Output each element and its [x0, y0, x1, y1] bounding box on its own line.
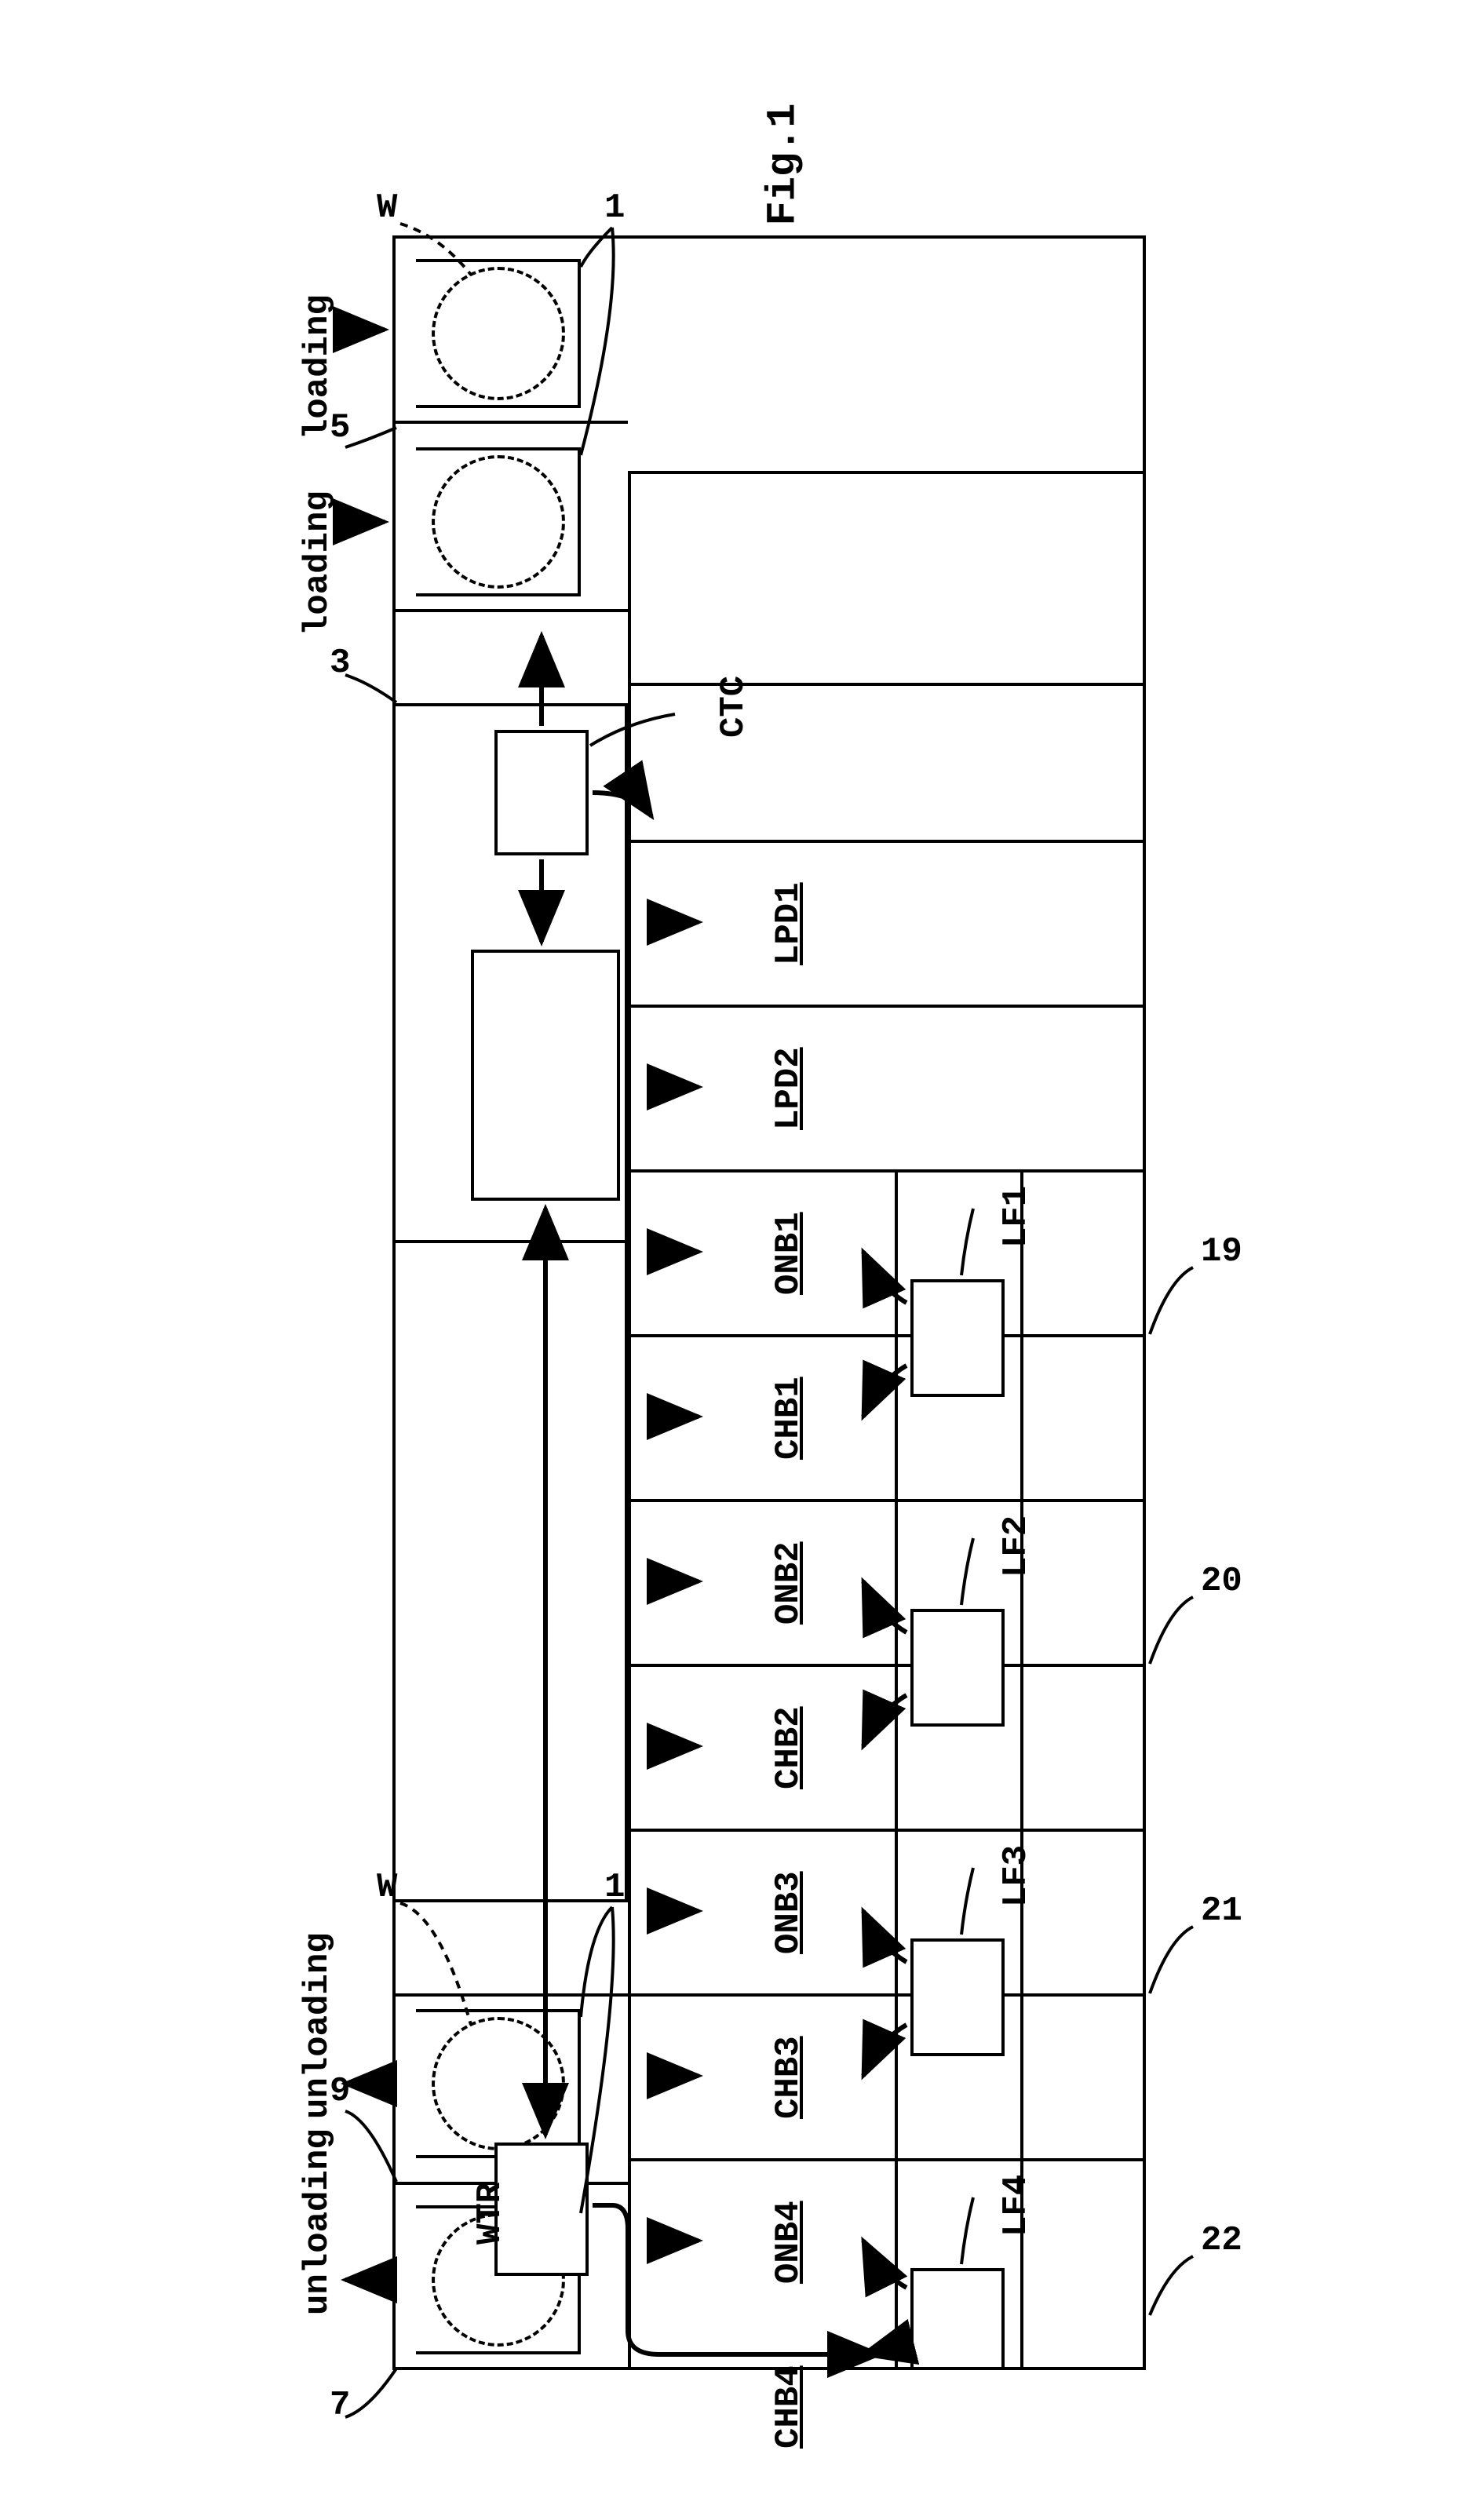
lf3-box [910, 1938, 1005, 2056]
row-line-9 [628, 2158, 1146, 2161]
g21-label: 21 [1201, 1891, 1242, 1931]
row-line-5 [628, 1499, 1146, 1502]
lpd2-text: LPD2 [769, 1047, 808, 1130]
wafer-b1 [432, 2017, 565, 2150]
row-line-8 [628, 1993, 1146, 1997]
row-line-4 [628, 1334, 1146, 1337]
one-label-b: 1 [604, 1868, 625, 1907]
onb2-text: ONB2 [769, 1541, 808, 1625]
lf3-text: LF3 [997, 1845, 1036, 1907]
lf1-box [910, 1279, 1005, 1397]
ctc-text: CTC [714, 676, 753, 738]
onb2-label: ONB2 [769, 1541, 808, 1625]
onb3-label: ONB3 [769, 1871, 808, 1954]
chb3-label: CHB3 [769, 2036, 808, 2119]
lpd1-text: LPD1 [769, 882, 808, 965]
wtr-text: WTR [471, 2183, 510, 2245]
lf4-text: LF4 [997, 2175, 1036, 2237]
seven-label: 7 [330, 2386, 350, 2425]
onb3-text: ONB3 [769, 1871, 808, 1954]
unloading-text-2: unloading [298, 2128, 337, 2315]
mid-box [471, 950, 620, 1201]
row-line-1 [628, 840, 1146, 843]
lf4-label: LF4 [997, 2175, 1036, 2237]
chb2-text: CHB2 [769, 1706, 808, 1789]
cassette-mid-split [396, 1240, 628, 1243]
chb1-text: CHB1 [769, 1377, 808, 1460]
lf4-box [910, 2268, 1005, 2370]
row-line-3 [628, 1169, 1146, 1172]
wafer-t2 [432, 455, 565, 589]
chb2-label: CHB2 [769, 1706, 808, 1789]
chb3-text: CHB3 [769, 2036, 808, 2119]
onb4-text: ONB4 [769, 2201, 808, 2284]
cassette-gap-top [396, 612, 628, 706]
row-line-6 [628, 1664, 1146, 1667]
onb1-label: ONB1 [769, 1212, 808, 1295]
w-label-2: W [377, 1868, 397, 1907]
one-label-a: 1 [604, 188, 625, 228]
lpd2-label: LPD2 [769, 1047, 808, 1130]
wtr-label: WTR [471, 2183, 510, 2245]
chb4-text: CHB4 [769, 2365, 808, 2449]
lf3-label: LF3 [997, 1845, 1036, 1907]
loading-label-2: loading [298, 491, 337, 636]
row-line-7 [628, 1829, 1146, 1832]
onb1-text: ONB1 [769, 1212, 808, 1295]
ctc-label: CTC [714, 676, 753, 738]
wafer-t1 [432, 267, 565, 400]
chb1-label: CHB1 [769, 1377, 808, 1460]
lf2-text: LF2 [997, 1515, 1036, 1577]
ctc-lane-border-1 [628, 471, 1146, 474]
g19-label: 19 [1201, 1232, 1242, 1271]
unloading-label-2: unloading [298, 2128, 337, 2315]
ctc-lane-top [628, 471, 631, 2367]
lf1-text: LF1 [997, 1186, 1036, 1248]
lpd1-label: LPD1 [769, 882, 808, 965]
ctc-lane-border-2 [628, 683, 1146, 686]
lf-col-partition [895, 1169, 898, 2367]
three-label: 3 [330, 644, 350, 683]
lf1-label: LF1 [997, 1186, 1036, 1248]
ctc-box [494, 730, 589, 855]
g20-label: 20 [1201, 1562, 1242, 1601]
cassette-gap-bottom [396, 1899, 628, 1993]
lf2-box [910, 1609, 1005, 1727]
five-label: 5 [330, 408, 350, 447]
row-line-2 [628, 1005, 1146, 1008]
loading-text-2: loading [298, 491, 337, 636]
nine-label: 9 [330, 2072, 350, 2111]
g22-label: 22 [1201, 2221, 1242, 2260]
onb4-label: ONB4 [769, 2201, 808, 2284]
diagram-canvas: Fig.1 loading loading unloading unloadin… [31, 31, 1470, 2489]
lf2-label: LF2 [997, 1515, 1036, 1577]
w-label-1: W [377, 188, 397, 228]
chb4-label: CHB4 [769, 2365, 808, 2449]
figure-title: Fig.1 [761, 103, 807, 225]
